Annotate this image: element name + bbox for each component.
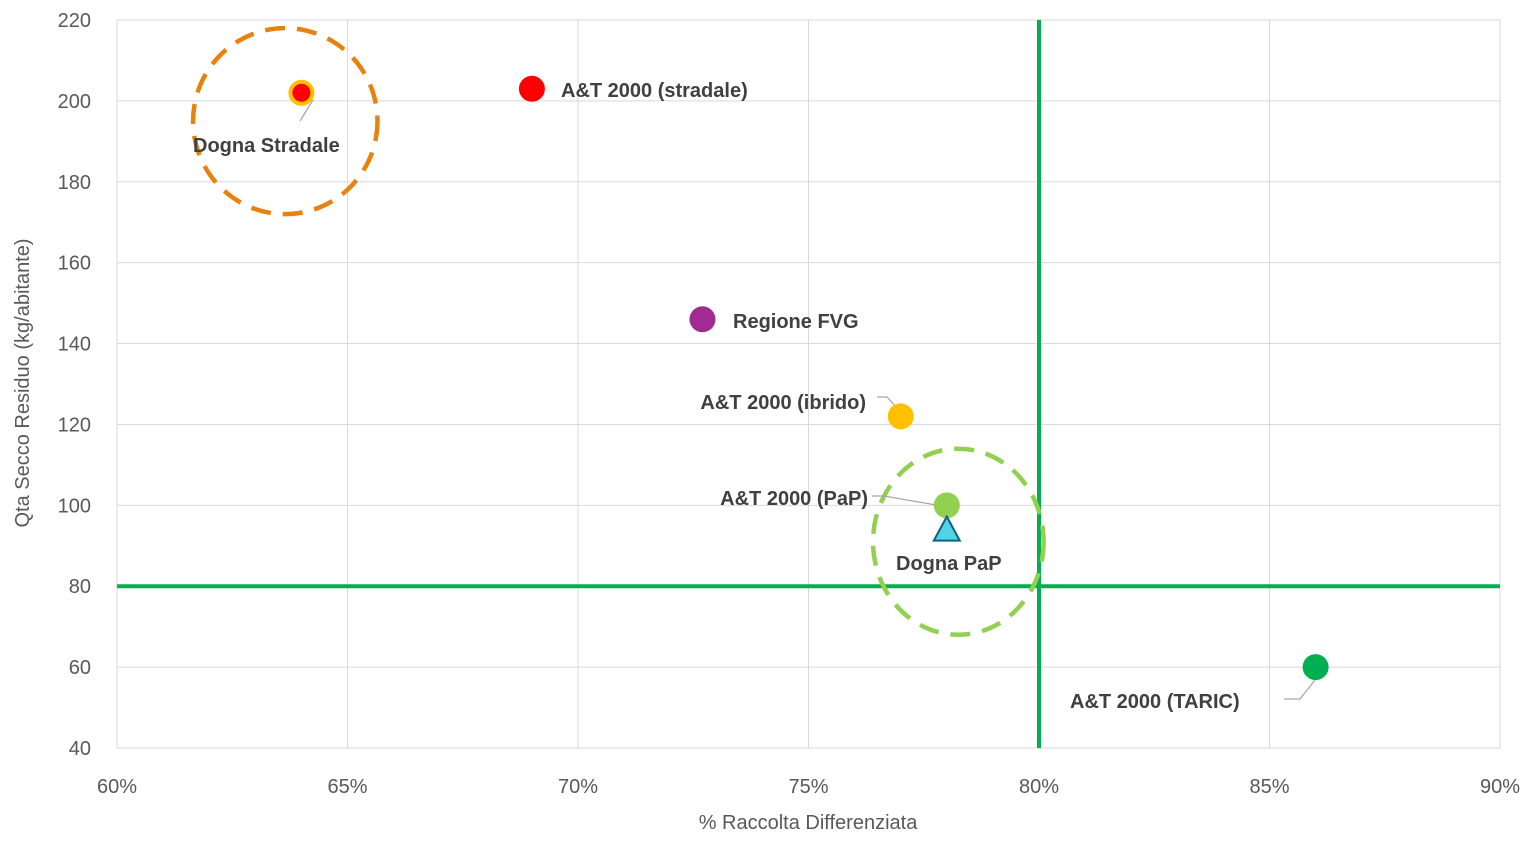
grid-layer <box>116 19 1501 749</box>
point-label-at2000-stradale: A&T 2000 (stradale) <box>561 80 748 102</box>
point-marker-at2000-pap <box>933 492 960 519</box>
highlight-circle <box>870 446 1046 638</box>
point-marker-dogna-stradale <box>288 79 315 106</box>
highlight-circles <box>190 25 1046 638</box>
x-tick-label: 85% <box>1249 776 1289 798</box>
point-label-at2000-pap: A&T 2000 (PaP) <box>720 488 868 510</box>
data-points <box>288 75 1329 681</box>
y-axis-title: Qta Secco Residuo (kg/abitante) <box>12 238 34 527</box>
point-marker-at2000-ibrido <box>887 403 914 430</box>
highlight-circle <box>190 25 380 217</box>
leader-line <box>877 396 899 410</box>
point-label-dogna-pap: Dogna PaP <box>896 553 1002 575</box>
x-tick-label: 80% <box>1019 776 1059 798</box>
x-tick-label: 90% <box>1480 776 1520 798</box>
y-tick-label: 220 <box>58 10 91 32</box>
leader-line <box>1284 679 1316 700</box>
triangle-marker-dogna-pap <box>932 514 962 542</box>
x-tick-label: 65% <box>327 776 367 798</box>
point-marker-at2000-taric <box>1302 654 1329 681</box>
y-tick-label: 60 <box>69 657 91 679</box>
y-tick-label: 120 <box>58 414 91 436</box>
y-tick-label: 40 <box>69 738 91 760</box>
y-tick-label: 80 <box>69 576 91 598</box>
y-tick-label: 140 <box>58 334 91 356</box>
x-tick-label: 75% <box>788 776 828 798</box>
reference-lines <box>117 20 1500 748</box>
x-tick-label: 60% <box>97 776 137 798</box>
point-label-dogna-stradale: Dogna Stradale <box>193 135 340 157</box>
leader-line <box>872 495 937 506</box>
leader-line <box>299 99 314 122</box>
point-label-regione-fvg: Regione FVG <box>733 311 859 333</box>
point-labels: Dogna Stradale A&T 2000 (stradale) Regione… <box>193 80 1240 713</box>
point-label-at2000-ibrido: A&T 2000 (ibrido) <box>700 392 866 414</box>
x-axis-title: % Raccolta Differenziata <box>699 812 919 834</box>
y-tick-label: 180 <box>58 172 91 194</box>
x-tick-label: 70% <box>558 776 598 798</box>
point-marker-regione-fvg <box>689 306 716 333</box>
tick-labels: 60% 65% 70% 75% 80% 85% 90% 40 60 80 100 120 140 160 1… <box>58 10 1521 798</box>
y-tick-label: 160 <box>58 253 91 275</box>
y-tick-label: 100 <box>58 495 91 517</box>
y-tick-label: 200 <box>58 91 91 113</box>
point-marker-at2000-stradale <box>518 75 545 102</box>
point-label-at2000-taric: A&T 2000 (TARIC) <box>1070 691 1240 713</box>
